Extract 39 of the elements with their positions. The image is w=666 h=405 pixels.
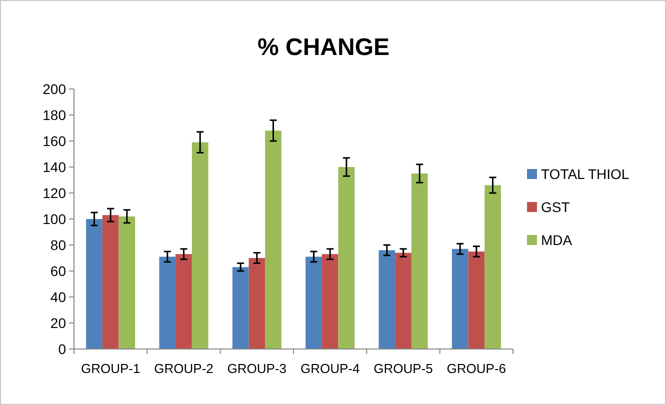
bar xyxy=(102,215,119,349)
bar xyxy=(86,219,102,349)
bar xyxy=(176,254,192,349)
y-tick-label: 160 xyxy=(42,132,66,149)
x-tick-label: GROUP-3 xyxy=(227,361,287,376)
x-tick-label: GROUP-5 xyxy=(374,361,433,376)
x-tick-label: GROUP-6 xyxy=(446,361,506,376)
x-tick-label: GROUP-1 xyxy=(80,361,140,376)
y-tick-label: 200 xyxy=(42,80,66,97)
x-tick-label: GROUP-4 xyxy=(300,361,360,376)
bar xyxy=(411,174,428,349)
bar xyxy=(232,267,249,349)
bar xyxy=(338,167,355,349)
x-tick-label: GROUP-2 xyxy=(154,361,214,376)
y-tick-label: 140 xyxy=(42,158,66,175)
y-tick-label: 40 xyxy=(50,288,66,305)
bar xyxy=(192,142,208,349)
y-tick-label: 60 xyxy=(50,262,66,279)
bar xyxy=(378,250,396,349)
bar xyxy=(452,248,468,349)
bar xyxy=(395,252,412,349)
y-tick-label: 80 xyxy=(50,236,66,253)
legend-label: TOTAL THIOL xyxy=(541,166,630,182)
legend-label: MDA xyxy=(541,232,573,248)
y-tick-label: 100 xyxy=(42,210,66,227)
bar xyxy=(159,256,176,349)
chart-title: % CHANGE xyxy=(257,34,390,61)
bar xyxy=(306,256,322,349)
bar xyxy=(265,130,282,349)
legend-label: GST xyxy=(541,198,570,215)
bar xyxy=(118,216,136,349)
bar xyxy=(484,185,501,349)
bar xyxy=(468,252,485,349)
y-tick-label: 20 xyxy=(50,314,66,331)
bar xyxy=(322,254,338,349)
y-tick-label: 120 xyxy=(42,184,66,201)
y-tick-label: 180 xyxy=(42,106,66,123)
bar xyxy=(248,258,266,349)
y-tick-label: 0 xyxy=(58,340,66,357)
